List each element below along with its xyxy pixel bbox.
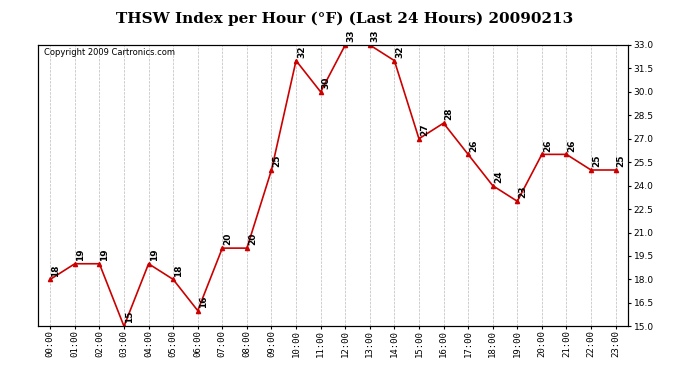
- Text: 19: 19: [76, 248, 85, 261]
- Text: 20: 20: [248, 233, 257, 245]
- Text: 20: 20: [224, 233, 233, 245]
- Text: THSW Index per Hour (°F) (Last 24 Hours) 20090213: THSW Index per Hour (°F) (Last 24 Hours)…: [117, 11, 573, 26]
- Text: 26: 26: [567, 139, 577, 152]
- Text: 28: 28: [444, 108, 453, 120]
- Text: 18: 18: [174, 264, 184, 277]
- Text: 24: 24: [494, 170, 503, 183]
- Text: 33: 33: [346, 30, 355, 42]
- Text: 15: 15: [125, 311, 134, 324]
- Text: 25: 25: [592, 155, 601, 167]
- Text: 26: 26: [469, 139, 478, 152]
- Text: 32: 32: [297, 45, 306, 58]
- Text: 25: 25: [617, 155, 626, 167]
- Text: 26: 26: [543, 139, 552, 152]
- Text: 30: 30: [322, 77, 331, 89]
- Text: 19: 19: [150, 248, 159, 261]
- Text: 25: 25: [273, 155, 282, 167]
- Text: 27: 27: [420, 123, 429, 136]
- Text: 16: 16: [199, 296, 208, 308]
- Text: 19: 19: [101, 248, 110, 261]
- Text: 18: 18: [51, 264, 60, 277]
- Text: 32: 32: [395, 45, 404, 58]
- Text: 23: 23: [518, 186, 527, 198]
- Text: Copyright 2009 Cartronics.com: Copyright 2009 Cartronics.com: [44, 48, 175, 57]
- Text: 33: 33: [371, 30, 380, 42]
